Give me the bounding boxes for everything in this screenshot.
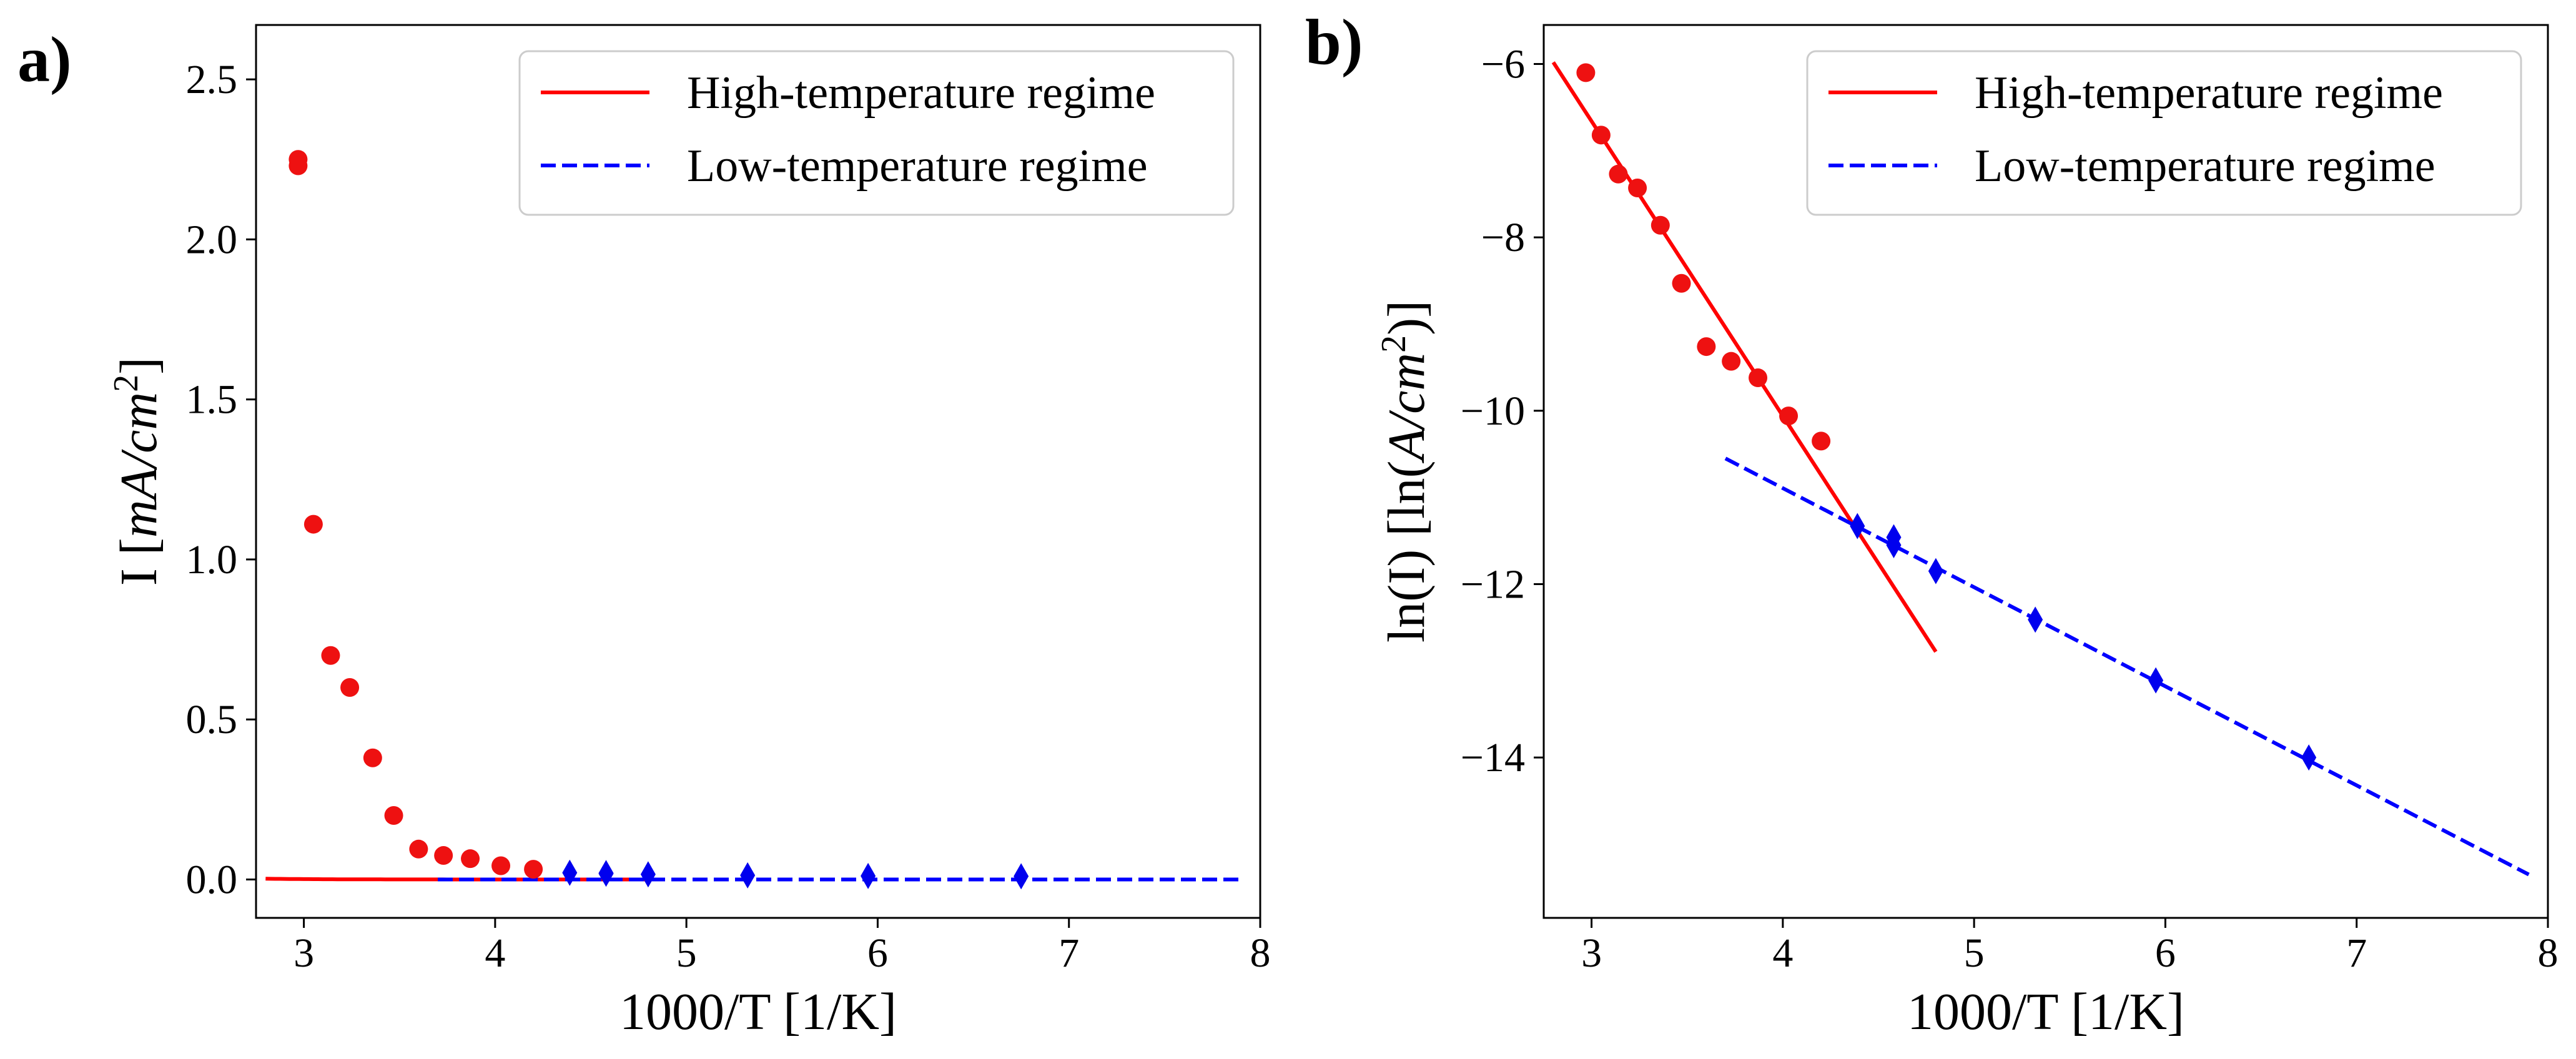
high-temperature-data-point xyxy=(340,677,360,697)
low-temperature-data-point xyxy=(1014,863,1029,890)
x-tick-label: 5 xyxy=(1964,930,1985,976)
high-temperature-data-point xyxy=(1591,126,1611,145)
y-tick-label: 2.0 xyxy=(186,217,238,262)
panel-b-legend-box xyxy=(1806,50,2522,216)
panel-a-y-ticks: 0.0 0.5 1.0 1.5 2.0 2.5 xyxy=(186,57,256,902)
high-temperature-data-point xyxy=(1651,215,1670,235)
y-tick-label: 2.5 xyxy=(186,57,238,102)
y-tick-label: 1.0 xyxy=(186,537,238,583)
x-tick-label: 6 xyxy=(2155,930,2176,976)
panel-b-y-axis-label: ln(I) [ln(A/cm2)] xyxy=(1374,300,1436,643)
y-tick-label: 1.5 xyxy=(186,377,238,423)
low-temperature-data-point xyxy=(598,860,614,887)
panel-b-x-axis-label: 1000/T [1/K] xyxy=(1907,983,2184,1041)
panel-a-x-ticks: 3 4 5 6 7 8 xyxy=(294,918,1271,976)
high-temperature-data-point xyxy=(1749,368,1768,388)
panel-a-frame xyxy=(255,24,1261,919)
x-tick-label: 7 xyxy=(2346,930,2367,976)
high-temperature-data-point xyxy=(524,860,543,879)
x-tick-label: 5 xyxy=(676,930,697,976)
high-temperature-data-point xyxy=(1628,179,1647,198)
high-temperature-fit-line xyxy=(1551,61,1938,653)
panel-a-legend-label-high: High-temperature regime xyxy=(687,67,1155,119)
high-temperature-data-point xyxy=(303,515,323,534)
y-tick-label: −12 xyxy=(1461,561,1525,607)
high-temperature-data-point xyxy=(1672,273,1691,293)
low-temperature-data-point xyxy=(740,862,756,889)
high-temperature-data-point xyxy=(289,156,308,175)
high-temperature-data-point xyxy=(384,805,403,825)
x-tick-label: 3 xyxy=(1581,930,1602,976)
panel-b-x-ticks: 3 4 5 6 7 8 xyxy=(1581,918,2559,976)
low-temperature-data-point xyxy=(2148,667,2164,694)
high-temperature-data-point xyxy=(491,856,511,875)
panel-a: a) 3 4 5 6 7 8 0.0 0.5 1.0 1.5 2.0 2.5 1000/T [1/K… xyxy=(17,24,1271,1041)
panel-label-a: a) xyxy=(17,24,72,96)
panel-a-x-axis-label: 1000/T [1/K] xyxy=(619,983,897,1041)
low-temperature-fit-line xyxy=(1724,456,2530,877)
high-temperature-data-point xyxy=(1812,431,1831,451)
y-tick-label: 0.0 xyxy=(186,857,238,902)
low-temperature-data-point xyxy=(1850,513,1865,539)
y-tick-label: 0.5 xyxy=(186,697,238,742)
low-temperature-data-point xyxy=(562,859,578,886)
high-temperature-data-point xyxy=(434,846,453,865)
y-tick-label: −14 xyxy=(1461,735,1525,781)
x-tick-label: 7 xyxy=(1059,930,1079,976)
panel-b-legend-label-high: High-temperature regime xyxy=(1975,67,2443,119)
x-tick-label: 4 xyxy=(1772,930,1793,976)
panel-b-points xyxy=(1576,63,2317,771)
x-tick-label: 6 xyxy=(867,930,888,976)
x-tick-label: 8 xyxy=(2538,930,2559,976)
panel-b-y-ticks: −14 −12 −10 −8 −6 xyxy=(1461,41,1544,781)
y-tick-label: −10 xyxy=(1461,388,1525,434)
low-temperature-data-point xyxy=(2301,744,2317,771)
panel-a-legend: High-temperature regime Low-temperature … xyxy=(518,50,1235,216)
panel-a-legend-box xyxy=(518,50,1235,216)
low-temperature-data-point xyxy=(861,862,876,889)
high-temperature-data-point xyxy=(461,849,480,869)
low-temperature-data-point xyxy=(640,861,656,888)
high-temperature-data-point xyxy=(409,839,428,859)
high-temperature-data-point xyxy=(1779,406,1799,426)
panel-b-legend-label-low: Low-temperature regime xyxy=(1975,140,2435,192)
high-temperature-data-point xyxy=(321,646,340,665)
panel-a-points xyxy=(289,150,1029,890)
x-tick-label: 4 xyxy=(485,930,505,976)
panel-b-frame xyxy=(1542,24,2549,919)
x-tick-label: 8 xyxy=(1250,930,1271,976)
panel-b-legend: High-temperature regime Low-temperature … xyxy=(1806,50,2522,216)
panel-label-b: b) xyxy=(1305,6,1363,78)
panel-b: b) 3 4 5 6 7 8 −14 −12 −10 −8 −6 1000/T [1/K] ln(… xyxy=(1305,6,2559,1041)
panel-a-legend-label-low: Low-temperature regime xyxy=(687,140,1148,192)
low-temperature-data-point xyxy=(1886,532,1902,559)
high-temperature-data-point xyxy=(363,748,382,767)
high-temperature-data-point xyxy=(1722,352,1741,371)
high-temperature-data-point xyxy=(1697,337,1716,357)
y-tick-label: −8 xyxy=(1481,215,1525,260)
high-temperature-data-point xyxy=(1609,164,1628,184)
y-tick-label: −6 xyxy=(1481,41,1525,87)
low-temperature-data-point xyxy=(1928,558,1943,584)
high-temperature-data-point xyxy=(1576,63,1596,82)
panel-a-y-axis-label: I [mA/cm2] xyxy=(107,357,168,586)
low-temperature-data-point xyxy=(2028,606,2043,633)
x-tick-label: 3 xyxy=(294,930,314,976)
